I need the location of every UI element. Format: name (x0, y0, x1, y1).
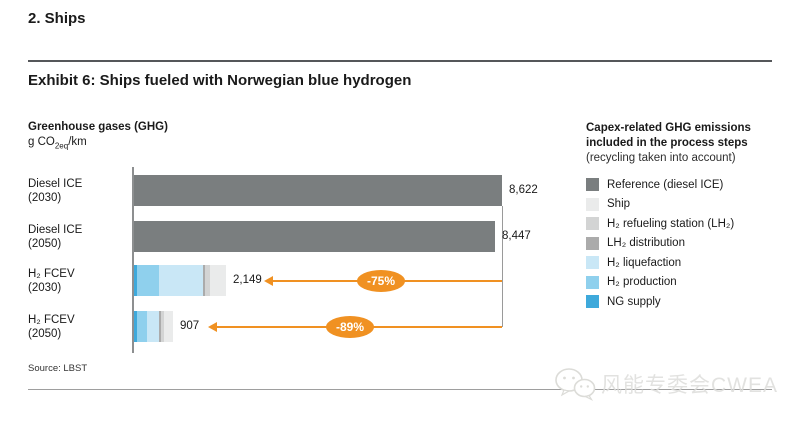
unit-prefix: g CO (28, 136, 55, 148)
legend: Capex-related GHG emissions included in … (586, 121, 791, 315)
bar-segment (205, 265, 210, 296)
bar-value-label: 907 (180, 319, 200, 332)
category-label: Diesel ICE (2030) (28, 177, 82, 205)
legend-swatch (586, 236, 599, 250)
legend-swatch (586, 295, 599, 308)
legend-item-label: NG supply (607, 295, 661, 308)
legend-subtitle: (recycling taken into account) (586, 152, 736, 164)
bar-segment (159, 311, 161, 342)
chart-unit-label: g CO2eq/km (28, 136, 87, 150)
category-label-line: (2030) (28, 281, 62, 294)
bar-segment (134, 221, 495, 252)
legend-item-label: LH₂ distribution (607, 237, 685, 249)
category-label-line: (2050) (28, 237, 62, 250)
legend-item: Ship (586, 197, 791, 211)
legend-item: H₂ refueling station (LH₂) (586, 217, 791, 230)
legend-swatch (586, 197, 599, 211)
bar-segment (134, 265, 137, 296)
section-title: 2. Ships (28, 10, 86, 27)
bar-value-label: 2,149 (233, 273, 262, 286)
legend-item: H₂ production (586, 275, 791, 289)
reference-connector-line (502, 206, 503, 327)
legend-item: Reference (diesel ICE) (586, 178, 791, 191)
category-label: Diesel ICE (2050) (28, 223, 82, 251)
legend-swatch (586, 275, 599, 289)
legend-item-label: Reference (diesel ICE) (607, 178, 724, 191)
legend-swatch (586, 178, 599, 191)
y-axis-line (132, 167, 134, 353)
bar-segment (134, 311, 137, 342)
watermark: 风能专委会CWEA (554, 367, 778, 401)
legend-items: Reference (diesel ICE) Ship H₂ refueling s… (586, 178, 791, 308)
category-label-line: H₂ FCEV (28, 267, 75, 280)
category-label: H₂ FCEV (2030) (28, 267, 75, 295)
legend-title-line2: included in the process steps (586, 137, 748, 149)
category-label-line: Diesel ICE (28, 177, 83, 190)
category-label-line: (2030) (28, 191, 62, 204)
category-label-line: Diesel ICE (28, 223, 83, 236)
bar-segment (164, 311, 173, 342)
legend-swatch (586, 256, 599, 269)
bar-segment (203, 265, 205, 296)
reduction-arrow-head (264, 275, 273, 286)
bar-segment (159, 265, 203, 296)
legend-item-label: H₂ liquefaction (607, 256, 682, 269)
bar-value-label: 8,447 (502, 229, 531, 242)
top-divider (28, 60, 772, 62)
unit-subscript: 2eq (54, 141, 69, 151)
legend-swatch (586, 217, 599, 230)
bar-segment (134, 175, 502, 206)
category-label-line: H₂ FCEV (28, 313, 75, 326)
unit-suffix: /km (68, 136, 87, 148)
reduction-percent-badge: -75% (357, 269, 405, 292)
legend-item: H₂ liquefaction (586, 256, 791, 269)
exhibit-title: Exhibit 6: Ships fueled with Norwegian b… (28, 72, 412, 89)
legend-item: LH₂ distribution (586, 236, 791, 250)
bar-segment (137, 311, 147, 342)
bar-segment (161, 311, 164, 342)
bar-segment (137, 265, 159, 296)
bottom-divider (28, 389, 772, 390)
legend-item: NG supply (586, 295, 791, 308)
legend-item-label: Ship (607, 198, 631, 210)
wechat-icon (555, 368, 596, 401)
reduction-arrow-head (208, 321, 217, 332)
chart-title: Greenhouse gases (GHG) (28, 121, 168, 133)
bar-segment (210, 265, 226, 296)
legend-item-label: H₂ refueling station (LH₂) (607, 217, 735, 230)
legend-title-line1: Capex-related GHG emissions (586, 122, 751, 134)
category-label: H₂ FCEV (2050) (28, 313, 75, 341)
category-label-line: (2050) (28, 327, 62, 340)
bar-segment (147, 311, 159, 342)
bar-value-label: 8,622 (509, 183, 538, 196)
legend-item-label: H₂ production (607, 276, 677, 288)
reduction-percent-badge: -89% (326, 315, 374, 338)
source-note: Source: LBST (28, 363, 88, 374)
watermark-text: 风能专委会CWEA (601, 374, 778, 397)
